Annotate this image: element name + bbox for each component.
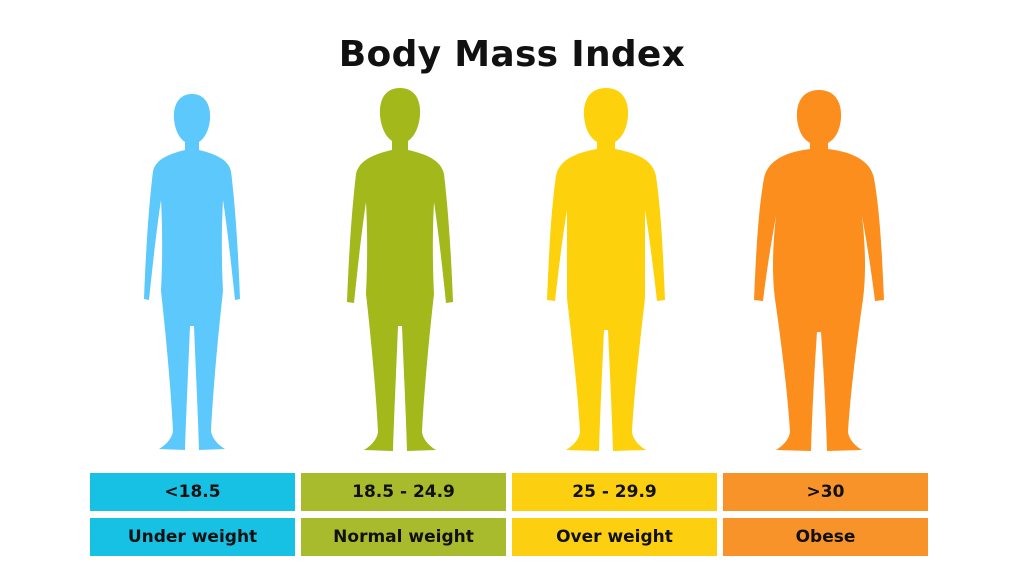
- obese-body-figure: [752, 86, 886, 458]
- overweight-silhouette-icon: [547, 88, 665, 451]
- overweight-body-figure: [545, 86, 667, 458]
- range-cell-underweight: <18.5: [90, 473, 295, 511]
- label-cell-normal-weight: Normal weight: [301, 518, 506, 556]
- label-cell-obese: Obese: [723, 518, 928, 556]
- obese-silhouette-icon: [754, 90, 884, 451]
- overweight-silhouette-shape: [547, 88, 665, 451]
- bmi-category-table: <18.5 18.5 - 24.9 25 - 29.9 >30 Under we…: [90, 473, 930, 557]
- underweight-body-figure: [139, 86, 245, 458]
- underweight-silhouette-shape: [144, 94, 240, 450]
- label-cell-overweight: Over weight: [512, 518, 717, 556]
- obese-silhouette-shape: [754, 90, 884, 451]
- underweight-silhouette-icon: [144, 94, 240, 450]
- range-cell-obese: >30: [723, 473, 928, 511]
- range-cell-overweight: 25 - 29.9: [512, 473, 717, 511]
- label-cell-underweight: Under weight: [90, 518, 295, 556]
- body-figures: [139, 86, 886, 458]
- page-title: Body Mass Index: [338, 34, 686, 75]
- normal-weight-silhouette-shape: [347, 88, 453, 451]
- normal-weight-body-figure: [344, 86, 456, 458]
- range-cell-normal-weight: 18.5 - 24.9: [301, 473, 506, 511]
- normal-weight-silhouette-icon: [347, 88, 453, 451]
